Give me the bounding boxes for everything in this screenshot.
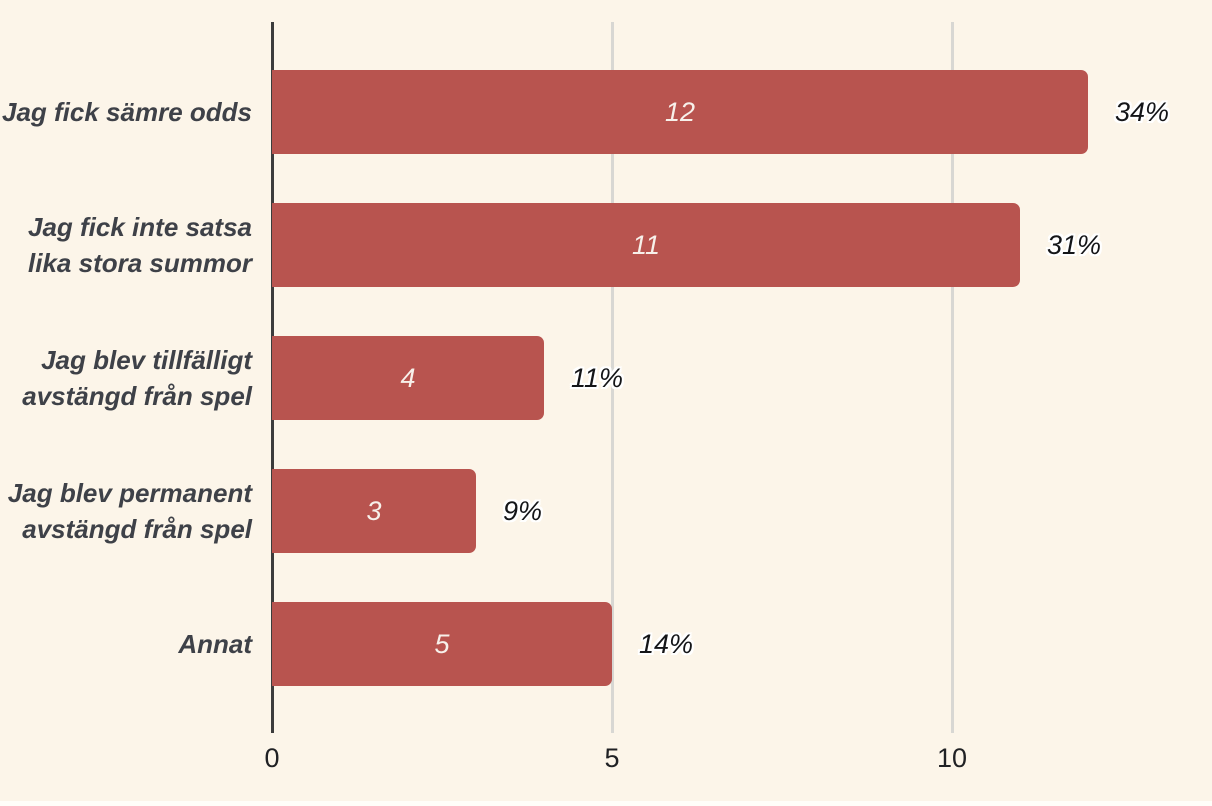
bar-area: 4 11% bbox=[272, 336, 1212, 420]
bar-row: Annat 5 14% bbox=[0, 602, 1212, 686]
category-label: Jag blev tillfälligt avstängd från spel bbox=[22, 345, 252, 411]
bar: 3 bbox=[272, 469, 476, 553]
bar-area: 11 31% bbox=[272, 203, 1212, 287]
x-gridline-10 bbox=[951, 22, 954, 733]
category-label: Annat bbox=[178, 629, 252, 659]
bar-percent-label: 11% bbox=[571, 362, 624, 393]
bottom-edge-strip bbox=[0, 801, 1212, 806]
bar: 12 bbox=[272, 70, 1088, 154]
bar-value-label: 5 bbox=[434, 628, 450, 659]
bar-row: Jag blev permanent avstängd från spel 3 … bbox=[0, 469, 1212, 553]
bar-area: 3 9% bbox=[272, 469, 1212, 553]
bar-row: Jag fick inte satsa lika stora summor 11… bbox=[0, 203, 1212, 287]
bar: 11 bbox=[272, 203, 1020, 287]
bar-percent-label: 14% bbox=[639, 628, 694, 659]
category-label: Jag blev permanent avstängd från spel bbox=[7, 478, 252, 544]
x-tick-label-0: 0 bbox=[264, 743, 280, 773]
bar-percent-label: 9% bbox=[503, 495, 543, 526]
bar-row: Jag blev tillfälligt avstängd från spel … bbox=[0, 336, 1212, 420]
bar: 5 bbox=[272, 602, 612, 686]
bar-row: Jag fick sämre odds 12 34% bbox=[0, 70, 1212, 154]
bar-value-label: 12 bbox=[664, 96, 696, 127]
bar-area: 12 34% bbox=[272, 70, 1212, 154]
category-label: Jag fick inte satsa lika stora summor bbox=[28, 212, 252, 278]
x-tick-label-5: 5 bbox=[604, 743, 620, 773]
bar-value-label: 3 bbox=[366, 495, 382, 526]
category-label: Jag fick sämre odds bbox=[2, 97, 252, 127]
x-tick-label-10: 10 bbox=[936, 743, 968, 773]
bar-value-label: 11 bbox=[631, 229, 661, 260]
bar-area: 5 14% bbox=[272, 602, 1212, 686]
bar-percent-label: 34% bbox=[1115, 96, 1170, 127]
x-gridline-5 bbox=[611, 22, 614, 733]
bar-value-label: 4 bbox=[400, 362, 416, 393]
bar: 4 bbox=[272, 336, 544, 420]
bar-percent-label: 31% bbox=[1047, 229, 1102, 260]
